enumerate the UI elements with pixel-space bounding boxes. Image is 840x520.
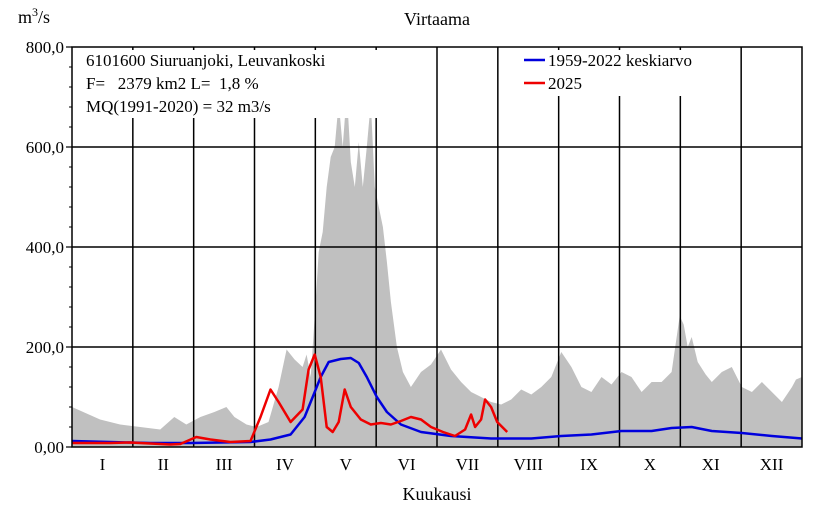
legend-label-current: 2025: [548, 74, 582, 93]
chart-title: Virtaama: [404, 9, 470, 29]
y-tick-label: 600,0: [26, 138, 64, 157]
x-tick-label: IX: [580, 455, 598, 474]
x-tick-label: VII: [456, 455, 480, 474]
x-tick-label: III: [216, 455, 233, 474]
series-line-2025: [72, 353, 509, 446]
info-station: 6101600 Siuruanjoki, Leuvankoski: [86, 51, 326, 70]
legend: 1959-2022 keskiarvo 2025: [518, 50, 740, 96]
y-unit-base: m: [18, 7, 32, 27]
y-axis-unit: m3/s: [18, 5, 50, 27]
y-tick-label: 200,0: [26, 338, 64, 357]
x-tick-label: XII: [760, 455, 784, 474]
x-axis-label: Kuukausi: [403, 484, 472, 504]
y-axis: 0,00 200,0 400,0 600,0 800,0: [26, 38, 72, 457]
y-unit-sup: 3: [32, 5, 38, 19]
series-line-mean: [71, 356, 803, 445]
x-axis: I II III IV V VI VII VIII IX X XI XII: [100, 455, 784, 474]
y-unit-rest: /s: [38, 7, 50, 27]
x-tick-label: IV: [276, 455, 295, 474]
info-area: F= 2379 km2 L= 1,8 %: [86, 74, 259, 93]
x-tick-label: V: [340, 455, 353, 474]
x-tick-label: I: [100, 455, 106, 474]
x-tick-label: X: [644, 455, 656, 474]
y-tick-label: 800,0: [26, 38, 64, 57]
y-tick-label: 0,00: [34, 438, 64, 457]
x-tick-label: VI: [398, 455, 416, 474]
x-tick-label: XI: [702, 455, 720, 474]
x-tick-label: II: [158, 455, 170, 474]
y-tick-label: 400,0: [26, 238, 64, 257]
info-block: 6101600 Siuruanjoki, Leuvankoski F= 2379…: [80, 50, 392, 118]
legend-label-mean: 1959-2022 keskiarvo: [548, 51, 692, 70]
x-tick-label: VIII: [514, 455, 544, 474]
series-layer: [71, 353, 803, 446]
info-mq: MQ(1991-2020) = 32 m3/s: [86, 97, 271, 116]
